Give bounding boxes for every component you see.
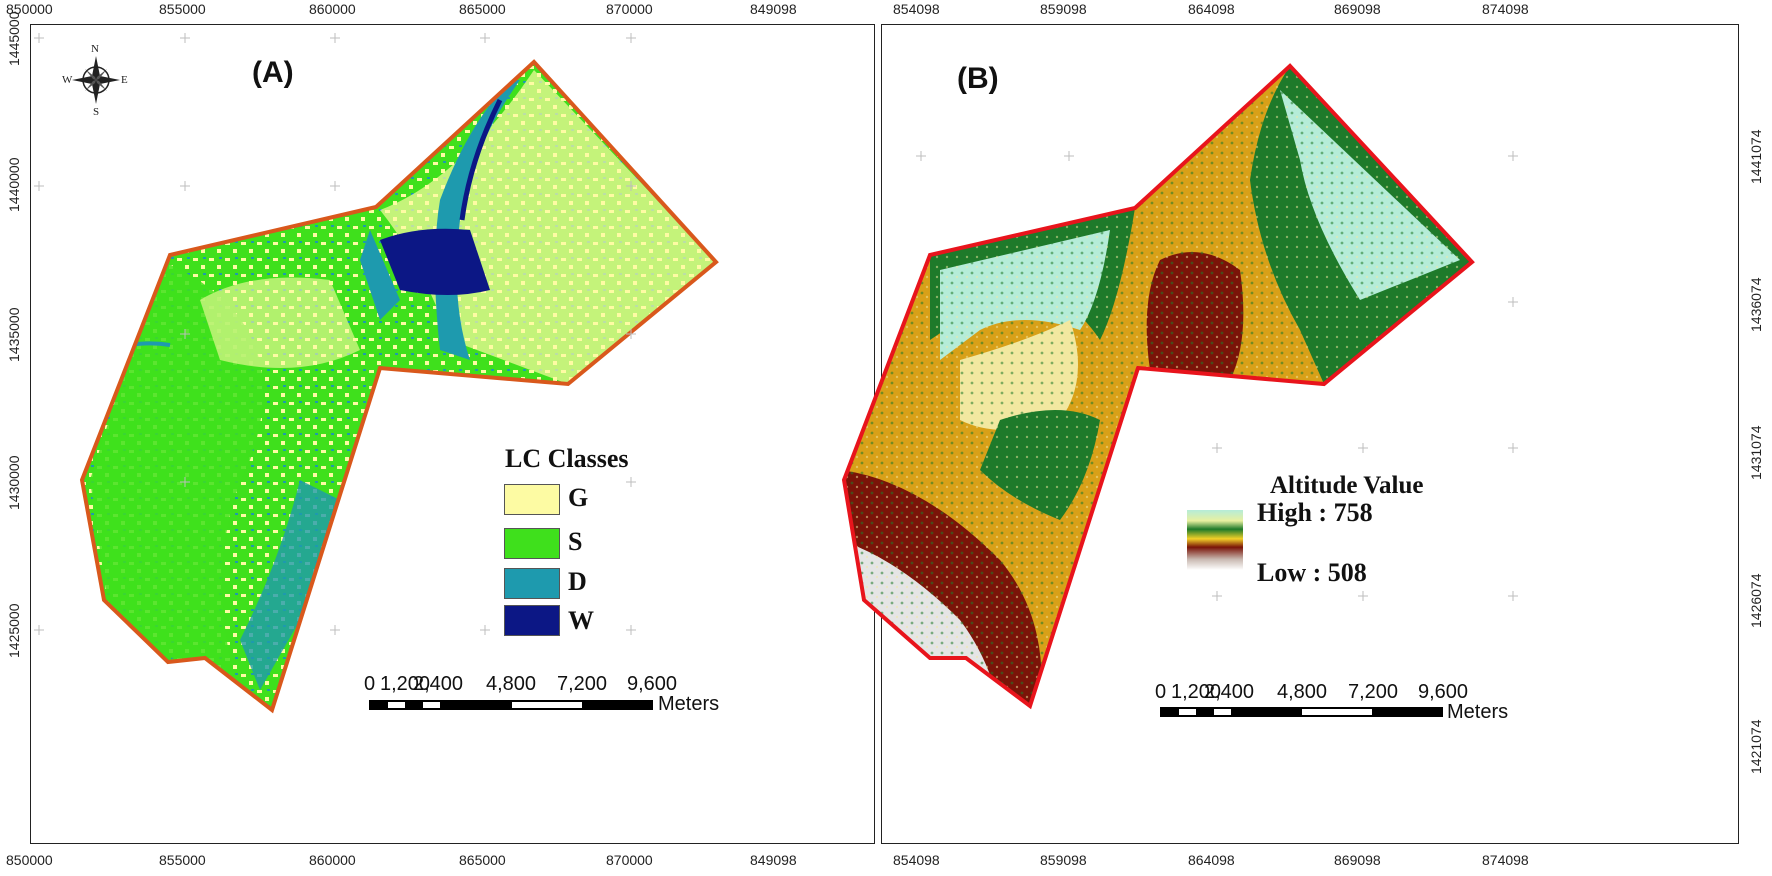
b-scale-label-3: 4,800 [1277,681,1328,703]
b-xtick-bottom-1: 854098 [893,852,940,868]
b-xtick-bottom-5: 874098 [1482,852,1529,868]
b-xtick-top-5: 874098 [1482,1,1529,17]
boundary-a [79,59,719,714]
a-xtick-bottom-2: 860000 [309,852,356,868]
b-xtick-top-4: 869098 [1334,1,1381,17]
a-xtick-bottom-3: 865000 [459,852,506,868]
b-scale-label-5: 9,600 [1418,681,1469,703]
a-xtick-top-4: 870000 [606,1,653,17]
a-xtick-top-3: 865000 [459,1,506,17]
a-ytick-0: 1445000 [6,11,22,66]
legend-label-s: S [568,527,583,556]
a-scale-label-4: 7,200 [557,673,608,695]
a-ytick-4: 1425000 [6,603,22,658]
b-xtick-top-3: 864098 [1188,1,1235,17]
altitude-color-ramp [1187,510,1243,570]
panel-a-title: (A) [252,56,294,89]
scale-bar-a [369,700,653,710]
b-ytick-0: 1441074 [1748,129,1764,184]
a-scale-label-0: 0 [364,673,376,695]
altitude-raster [844,66,1472,706]
compass-s: S [93,106,100,118]
b-xtick-bottom-3: 864098 [1188,852,1235,868]
legend-swatch-w [504,605,560,636]
panel-b-title: (B) [957,62,999,95]
b-ytick-3: 1426074 [1748,573,1764,628]
a-xtick-bottom-4: 870000 [606,852,653,868]
scale-bar-b [1160,707,1443,717]
a-ytick-3: 1430000 [6,455,22,510]
b-ytick-2: 1431074 [1748,425,1764,480]
legend-swatch-d [504,568,560,599]
b-xtick-top-1: 854098 [893,1,940,17]
a-scale-label-1: 1,200 [380,673,431,695]
b-scale-label-4: 7,200 [1348,681,1399,703]
b-xtick-top-0: 849098 [750,1,797,17]
lc-legend-title: LC Classes [505,444,629,473]
legend-label-w: W [568,606,594,635]
a-xtick-top-1: 855000 [159,1,206,17]
compass-rose-icon [72,56,120,104]
legend-label-d: D [568,567,587,596]
b-xtick-bottom-4: 869098 [1334,852,1381,868]
altitude-low-label: Low : 508 [1257,558,1367,587]
legend-label-g: G [568,483,589,512]
b-ytick-4: 1421074 [1748,719,1764,774]
a-scale-unit: Meters [658,693,720,715]
b-ytick-1: 1436074 [1748,277,1764,332]
a-xtick-top-2: 860000 [309,1,356,17]
a-scale-label-2: 2,400 [413,673,464,695]
a-xtick-bottom-1: 855000 [159,852,206,868]
b-scale-unit: Meters [1447,701,1509,723]
boundary-b [841,63,1475,710]
graticule-crosses [34,33,1518,635]
b-xtick-bottom-0: 849098 [750,852,797,868]
b-xtick-top-2: 859098 [1040,1,1087,17]
compass-e: E [121,74,128,86]
a-ytick-1: 1440000 [6,157,22,212]
compass-w: W [62,74,73,86]
a-ytick-2: 1435000 [6,307,22,362]
b-scale-label-1: 1,200 [1171,681,1222,703]
altitude-high-label: High : 758 [1257,498,1373,527]
altitude-legend-title: Altitude Value [1270,472,1424,499]
b-scale-label-2: 2,400 [1204,681,1255,703]
b-xtick-bottom-2: 859098 [1040,852,1087,868]
lc-raster [82,62,716,710]
a-xtick-top-0: 850000 [6,1,53,17]
compass-n: N [91,43,99,55]
legend-swatch-g [504,484,560,515]
a-scale-label-5: 9,600 [627,673,678,695]
a-xtick-bottom-0: 850000 [6,852,53,868]
b-scale-label-0: 0 [1155,681,1167,703]
legend-swatch-s [504,528,560,559]
a-scale-label-3: 4,800 [486,673,537,695]
